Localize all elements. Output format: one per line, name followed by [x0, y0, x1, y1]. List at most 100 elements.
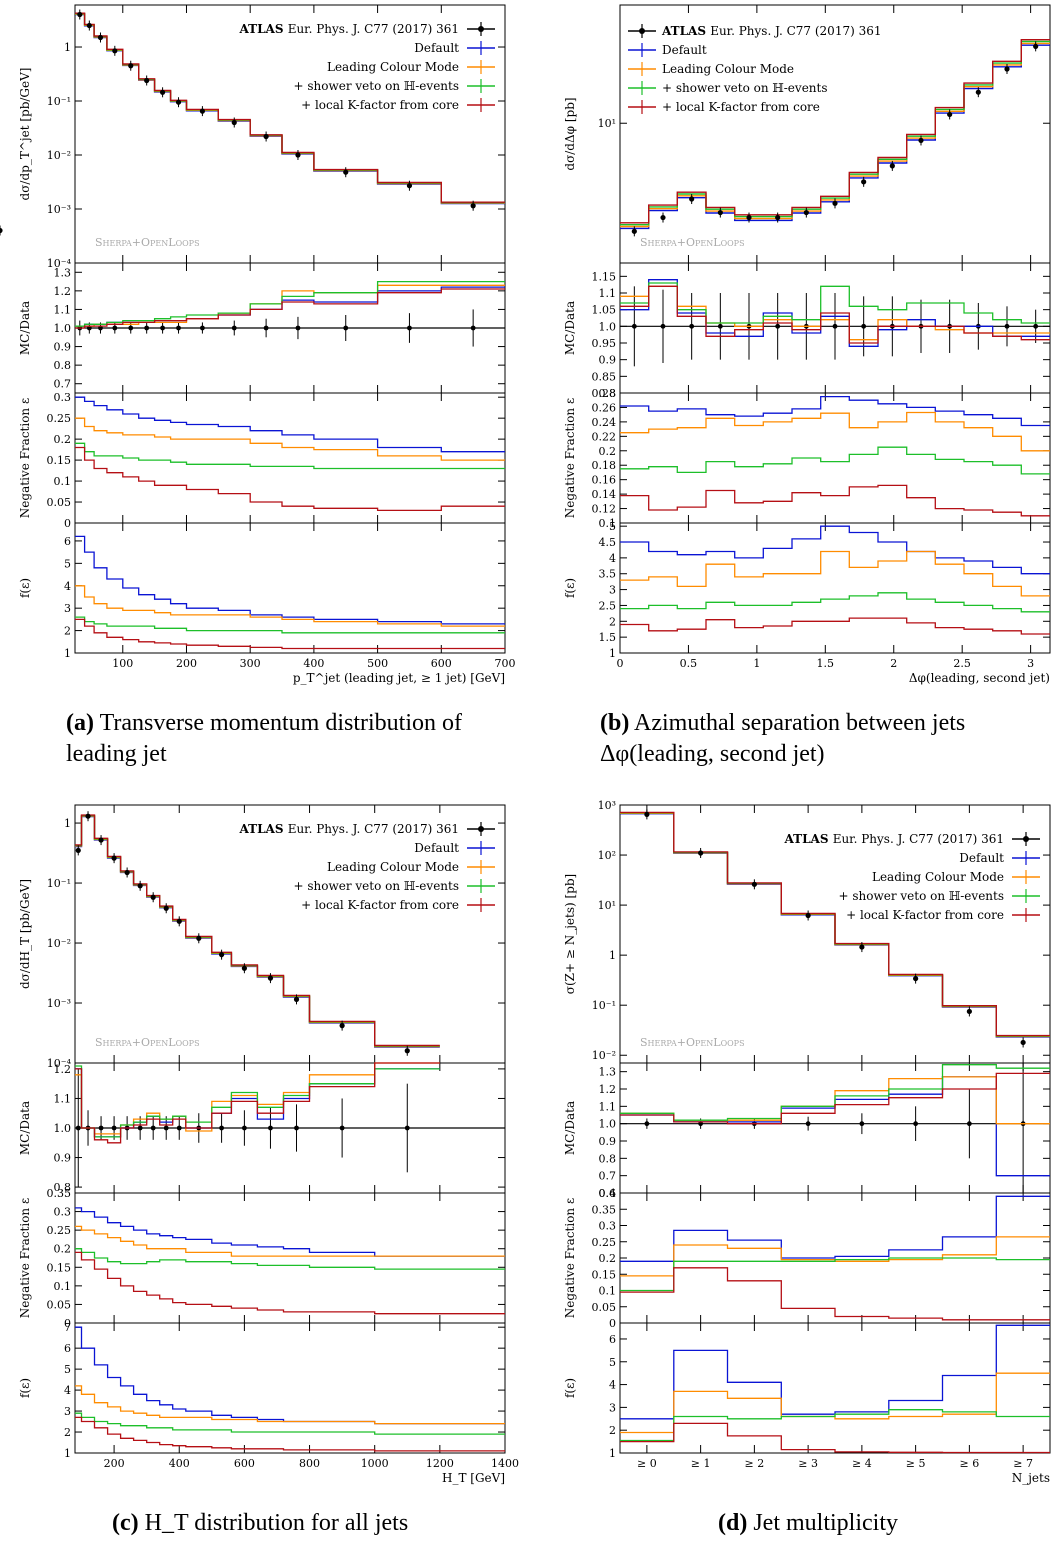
- y-tick-label: 0.9: [599, 1135, 617, 1148]
- data-point: [112, 325, 118, 331]
- subplot-negfrac: 0 0.05 0.1 0.15 0.2 0.25 0.3 0.35 0.4 Negative Fr…: [563, 1187, 1051, 1330]
- legend-marker: [478, 826, 484, 832]
- data-point: [268, 1125, 273, 1131]
- y-tick-label: 0.1: [54, 1280, 72, 1293]
- data-point: [698, 850, 704, 856]
- data-point: [1020, 1039, 1026, 1046]
- series-default-negfrac: [620, 1195, 1050, 1262]
- y-axis-label: MC/Data: [563, 1101, 577, 1155]
- y-tick-label: 1.1: [599, 287, 617, 300]
- subplot-feps: 1 2 3 4 5 6 f(ε) ≥ 0 ≥ 1 ≥ 2 ≥ 3 ≥ 4 ≥ 5 ≥ 6 ≥ 7: [563, 1322, 1051, 1470]
- data-point: [231, 325, 237, 331]
- data-point: [86, 325, 92, 331]
- x-tick-label: 0: [617, 657, 624, 670]
- data-point: [75, 1125, 81, 1131]
- data-point: [644, 1121, 650, 1127]
- subplot-main: 10⁻⁴ 10⁻³ 10⁻² 10⁻¹ 1 dσ/dp_T^jet [pb/GeV] She…: [0, 4, 506, 270]
- data-point: [861, 179, 867, 185]
- x-tick-label: 600: [431, 657, 452, 670]
- data-point: [137, 883, 143, 889]
- y-tick-label: 7: [64, 1321, 71, 1334]
- chart-panel-c: 10⁻⁴ 10⁻³ 10⁻² 10⁻¹ 1 dσ/dH_T [pb/GeV] Sherpa+…: [18, 804, 519, 1485]
- y-tick-label: 1.2: [54, 1063, 72, 1076]
- subplot-ratio: 0.8 0.9 1.0 1.1 1.2 MC/Data: [18, 1062, 506, 1194]
- y-tick-label: 10⁻³: [47, 203, 71, 216]
- y-tick-label: 2: [64, 1426, 71, 1439]
- series-lcm-negfrac: [620, 411, 1050, 452]
- legend-entry: + shower veto on ℍ-events: [662, 81, 828, 95]
- x-tick-label: 600: [234, 1457, 255, 1470]
- y-tick-label: 0.2: [599, 445, 617, 458]
- data-point: [631, 228, 637, 234]
- watermark: Sherpa+OpenLoops: [95, 236, 200, 249]
- y-tick-label: 4: [609, 552, 616, 565]
- data-point: [947, 111, 953, 118]
- y-tick-label: 0.05: [592, 1301, 617, 1314]
- x-tick-label: 700: [495, 657, 516, 670]
- data-point: [0, 227, 3, 234]
- y-axis-label: f(ε): [563, 1378, 577, 1398]
- y-tick-label: 1.0: [599, 320, 617, 333]
- y-tick-label: 1.1: [599, 1100, 617, 1113]
- x-tick-label: 400: [169, 1457, 190, 1470]
- data-point: [98, 837, 104, 843]
- x-axis-label: N_jets: [1012, 1471, 1050, 1485]
- caption-a: (a) Transverse momentum distribution of …: [66, 708, 466, 770]
- legend-entry: Leading Colour Mode: [662, 62, 794, 76]
- data-point: [160, 325, 165, 331]
- y-tick-label: 0.2: [599, 1252, 617, 1265]
- y-tick-label: 0.05: [47, 1298, 72, 1311]
- x-tick-label: ≥ 6: [960, 1457, 980, 1470]
- y-axis-label: Negative Fraction ε: [563, 1198, 577, 1318]
- y-tick-label: 3: [609, 1401, 616, 1414]
- y-tick-label: 0.1: [599, 1285, 617, 1298]
- series-veto-feps: [75, 616, 505, 634]
- x-tick-label: ≥ 4: [852, 1457, 872, 1470]
- y-tick-label: 1.15: [592, 270, 617, 283]
- legend-entry: + shower veto on ℍ-events: [294, 79, 460, 93]
- y-tick-label: 1: [64, 41, 71, 54]
- legend-entry: Default: [414, 41, 459, 55]
- plot-frame: [74, 1192, 506, 1324]
- data-point: [144, 77, 150, 84]
- caption-d: (d) Jet multiplicity: [718, 1508, 898, 1539]
- data-point: [111, 855, 117, 861]
- x-tick-label: 2.5: [953, 657, 971, 670]
- legend-entry: Leading Colour Mode: [327, 860, 459, 874]
- plot-frame: [74, 522, 506, 654]
- caption-text: H_T distribution for all jets: [144, 1510, 409, 1536]
- data-point: [339, 1125, 345, 1131]
- y-tick-label: 4: [64, 580, 71, 593]
- data-point: [150, 894, 156, 900]
- data-point: [293, 996, 300, 1002]
- data-point: [470, 325, 476, 331]
- y-axis-label: Negative Fraction ε: [563, 398, 577, 518]
- subplot-ratio: 0.8 0.85 0.9 0.95 1.0 1.05 1.1 1.15 MC/Data: [563, 262, 1051, 400]
- caption-text: Azimuthal separation between jets Δφ(lea…: [600, 710, 966, 767]
- data-point: [859, 1121, 865, 1127]
- legend-marker: [1023, 836, 1029, 842]
- data-point: [343, 325, 349, 331]
- y-tick-label: 5: [64, 1363, 71, 1376]
- series-veto-ratio: [75, 280, 505, 327]
- series-lcm-negfrac: [75, 1225, 505, 1257]
- y-tick-label: 2: [609, 615, 616, 628]
- series-lcm-negfrac: [75, 417, 505, 461]
- y-tick-label: 0.3: [599, 1220, 617, 1233]
- x-tick-label: ≥ 0: [637, 1457, 657, 1470]
- series-kfac-line: [75, 814, 440, 1047]
- legend-entry: ATLAS Eur. Phys. J. C77 (2017) 361: [784, 832, 1005, 846]
- x-axis-label: H_T [GeV]: [442, 1471, 505, 1485]
- series-veto-line: [620, 40, 1050, 226]
- y-axis-label: σ(Z+ ≥ N_jets) [pb]: [563, 874, 577, 994]
- series-kfac-negfrac: [620, 484, 1050, 517]
- series-lcm-line: [620, 42, 1050, 228]
- y-tick-label: 4: [609, 1379, 616, 1392]
- data-point: [631, 323, 637, 329]
- legend-entry: Default: [959, 851, 1004, 865]
- y-tick-label: 1: [64, 647, 71, 660]
- y-tick-label: 0.7: [54, 378, 72, 391]
- y-tick-label: 0.8: [599, 1152, 617, 1165]
- series-veto-feps: [620, 1409, 1050, 1442]
- series-kfac-feps: [620, 1422, 1050, 1454]
